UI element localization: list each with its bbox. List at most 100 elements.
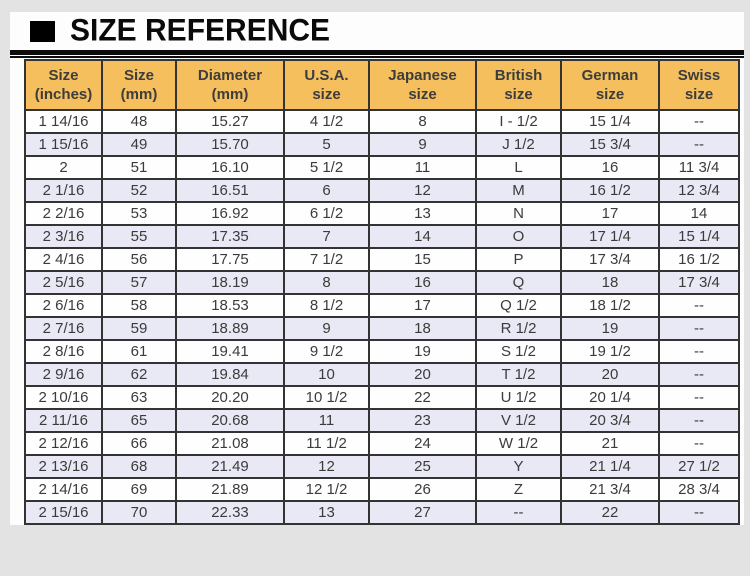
table-cell: -- — [475, 500, 562, 525]
table-cell: I - 1/2 — [475, 109, 562, 134]
table-cell: 27 1/2 — [658, 454, 740, 479]
table-cell: -- — [658, 500, 740, 525]
table-cell: 15 1/4 — [560, 109, 660, 134]
table-cell: Y — [475, 454, 562, 479]
table-cell: 18.53 — [175, 293, 285, 318]
table-cell: 48 — [101, 109, 177, 134]
table-cell: T 1/2 — [475, 362, 562, 387]
table-cell: 27 — [368, 500, 477, 525]
table-cell: 11 — [368, 155, 477, 180]
table-cell: 2 — [24, 155, 103, 180]
table-cell: V 1/2 — [475, 408, 562, 433]
table-cell: 15 3/4 — [560, 132, 660, 157]
table-cell: 25 — [368, 454, 477, 479]
table-cell: 56 — [101, 247, 177, 272]
table-cell: 59 — [101, 316, 177, 341]
column-header: Diameter (mm) — [175, 59, 285, 111]
table-cell: Z — [475, 477, 562, 502]
table-row: 2 14/16 69 21.89 12 1/2 26 Z 21 3/4 28 3/4 — [24, 477, 740, 502]
column-header: Japanese size — [368, 59, 477, 111]
table-cell: 16.10 — [175, 155, 285, 180]
table-cell: J 1/2 — [475, 132, 562, 157]
table-cell: M — [475, 178, 562, 203]
table-row: 2 13/16 68 21.49 12 25 Y 21 1/4 27 1/2 — [24, 454, 740, 479]
header-row: Size (inches) Size (mm) Diameter (mm) U.S.A… — [24, 59, 740, 111]
table-cell: 17 — [560, 201, 660, 226]
table-row: 2 4/16 56 17.75 7 1/2 15 P 17 3/4 16 1/2 — [24, 247, 740, 272]
table-cell: Q 1/2 — [475, 293, 562, 318]
table-cell: 20.68 — [175, 408, 285, 433]
table-cell: 16.92 — [175, 201, 285, 226]
title-rule-thick — [10, 50, 744, 55]
table-cell: -- — [658, 385, 740, 410]
table-cell: 21.89 — [175, 477, 285, 502]
table-cell: 2 4/16 — [24, 247, 103, 272]
table-cell: 70 — [101, 500, 177, 525]
table-cell: 28 3/4 — [658, 477, 740, 502]
page-title: SIZE REFERENCE — [70, 13, 331, 48]
table-cell: 2 5/16 — [24, 270, 103, 295]
table-cell: 26 — [368, 477, 477, 502]
table-row: 2 2/16 53 16.92 6 1/2 13 N 17 14 — [24, 201, 740, 226]
table-cell: R 1/2 — [475, 316, 562, 341]
table-cell: 2 6/16 — [24, 293, 103, 318]
table-cell: -- — [658, 408, 740, 433]
table-cell: 21 3/4 — [560, 477, 660, 502]
table-cell: 53 — [101, 201, 177, 226]
table-cell: -- — [658, 132, 740, 157]
table-row: 2 3/16 55 17.35 7 14 O 17 1/4 15 1/4 — [24, 224, 740, 249]
table-cell: 9 — [368, 132, 477, 157]
table-row: 2 5/16 57 18.19 8 16 Q 18 17 3/4 — [24, 270, 740, 295]
table-cell: 18 — [368, 316, 477, 341]
table-cell: N — [475, 201, 562, 226]
table-cell: 18.19 — [175, 270, 285, 295]
table-cell: -- — [658, 316, 740, 341]
table-cell: 6 — [283, 178, 370, 203]
table-row: 2 8/16 61 19.41 9 1/2 19 S 1/2 19 1/2 -- — [24, 339, 740, 364]
table-cell: 8 — [368, 109, 477, 134]
table-cell: -- — [658, 293, 740, 318]
table-cell: 2 11/16 — [24, 408, 103, 433]
size-table-header: Size (inches) Size (mm) Diameter (mm) U.S.A… — [24, 59, 740, 111]
size-table-body: 1 14/16 48 15.27 4 1/2 8 I - 1/2 15 1/4 -- 1 15/… — [24, 109, 740, 525]
table-row: 2 10/16 63 20.20 10 1/2 22 U 1/2 20 1/4 -- — [24, 385, 740, 410]
table-cell: 2 15/16 — [24, 500, 103, 525]
table-cell: -- — [658, 362, 740, 387]
table-cell: 20 — [560, 362, 660, 387]
table-cell: 49 — [101, 132, 177, 157]
table-row: 2 6/16 58 18.53 8 1/2 17 Q 1/2 18 1/2 -- — [24, 293, 740, 318]
table-cell: 24 — [368, 431, 477, 456]
table-cell: 21 1/4 — [560, 454, 660, 479]
table-cell: 12 1/2 — [283, 477, 370, 502]
table-cell: 2 9/16 — [24, 362, 103, 387]
title-rule-thin — [10, 56, 744, 58]
table-cell: 15.27 — [175, 109, 285, 134]
table-cell: 52 — [101, 178, 177, 203]
table-cell: 65 — [101, 408, 177, 433]
table-cell: 10 1/2 — [283, 385, 370, 410]
table-cell: 2 13/16 — [24, 454, 103, 479]
table-cell: 15 1/4 — [658, 224, 740, 249]
table-cell: 6 1/2 — [283, 201, 370, 226]
table-cell: 2 1/16 — [24, 178, 103, 203]
column-header: Swiss size — [658, 59, 740, 111]
table-cell: 16 — [368, 270, 477, 295]
table-cell: 51 — [101, 155, 177, 180]
table-row: 2 15/16 70 22.33 13 27 -- 22 -- — [24, 500, 740, 525]
table-row: 2 9/16 62 19.84 10 20 T 1/2 20 -- — [24, 362, 740, 387]
table-cell: -- — [658, 431, 740, 456]
table-cell: 15.70 — [175, 132, 285, 157]
column-header: Size (inches) — [24, 59, 103, 111]
table-cell: U 1/2 — [475, 385, 562, 410]
table-cell: 17.35 — [175, 224, 285, 249]
table-cell: 16 — [560, 155, 660, 180]
table-cell: 17 1/4 — [560, 224, 660, 249]
table-cell: 11 3/4 — [658, 155, 740, 180]
table-cell: 8 1/2 — [283, 293, 370, 318]
column-header: British size — [475, 59, 562, 111]
table-cell: 61 — [101, 339, 177, 364]
table-cell: Q — [475, 270, 562, 295]
table-cell: 12 — [283, 454, 370, 479]
table-cell: 22 — [560, 500, 660, 525]
table-cell: 9 — [283, 316, 370, 341]
